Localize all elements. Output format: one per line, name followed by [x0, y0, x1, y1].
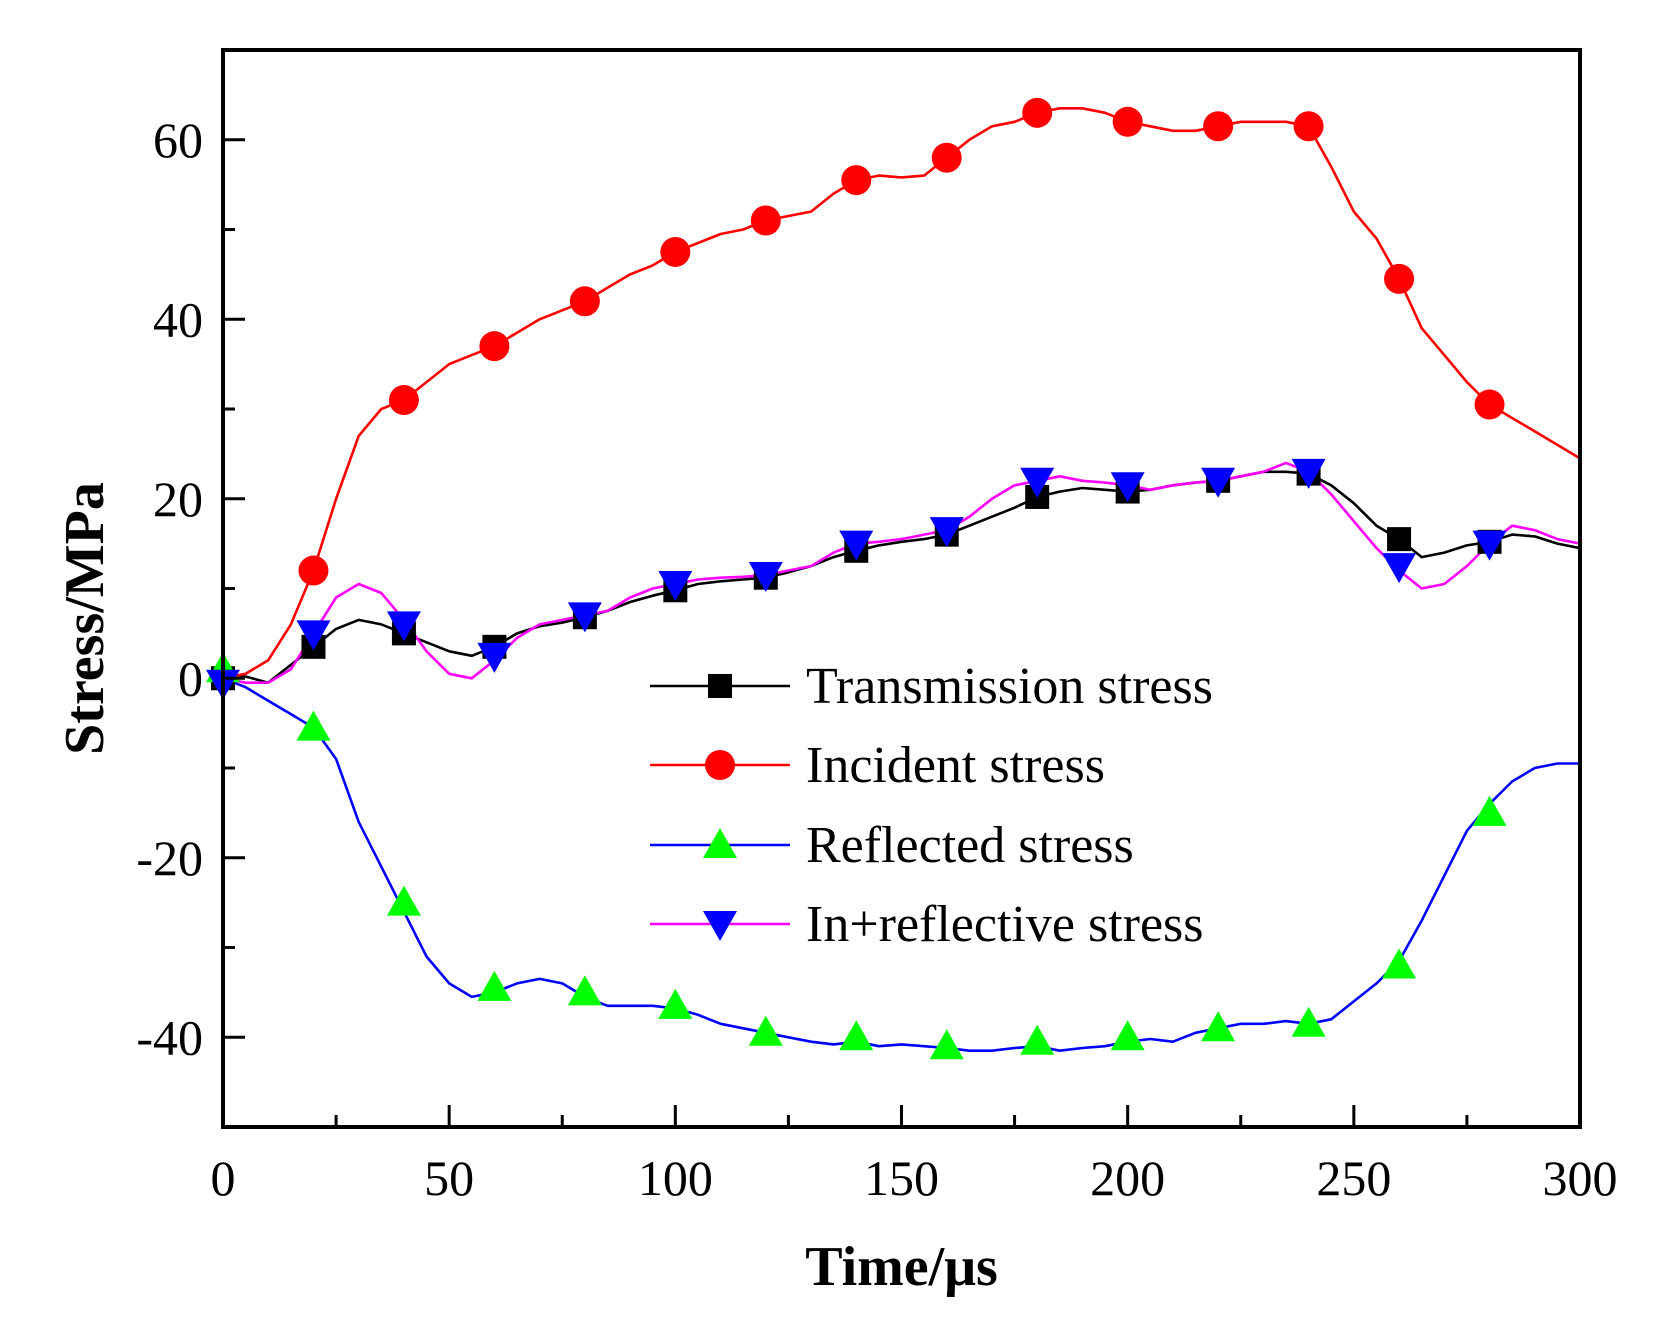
data-point-in-reflective [1020, 467, 1055, 498]
data-point-reflected [1382, 948, 1417, 979]
legend-label-in-reflective: In+reflective stress [806, 896, 1204, 953]
legend-marker-in-reflective [703, 911, 737, 941]
series-line-reflected [222, 677, 1580, 1052]
data-point-transmission [1387, 527, 1412, 552]
y-axis-title: Stress/MPa [54, 482, 116, 755]
data-point-incident [660, 236, 691, 267]
data-point-incident [298, 555, 329, 586]
data-point-in-reflective [477, 642, 512, 673]
data-point-incident [1112, 106, 1143, 137]
data-point-in-reflective [1291, 458, 1326, 489]
legend-entry-reflected: Reflected stress [650, 817, 1134, 874]
tick-marks [221, 138, 1582, 1127]
y-tick-label: 60 [153, 112, 203, 168]
x-tick-label: 50 [424, 1150, 474, 1206]
y-tick-label: -40 [136, 1009, 203, 1065]
legend-label-incident: Incident stress [806, 737, 1105, 794]
series-line-in-reflective [222, 461, 1581, 685]
x-tick-label: 0 [211, 1150, 236, 1206]
data-point-reflected [567, 975, 602, 1006]
data-point-in-reflective [296, 620, 331, 651]
data-point-reflected [839, 1020, 874, 1051]
data-point-incident [388, 385, 419, 416]
data-point-incident [841, 165, 872, 196]
tick-labels: 0 50 100 150 200 250 300 -40 -20 0 20 40 60 [136, 112, 1617, 1206]
x-tick-label: 150 [864, 1150, 939, 1206]
data-point-reflected [929, 1029, 964, 1060]
data-point-reflected [658, 988, 693, 1019]
x-tick-label: 100 [638, 1150, 713, 1206]
series-line-incident [222, 107, 1581, 680]
data-point-incident [479, 331, 510, 362]
legend-marker-incident [705, 750, 735, 780]
data-point-reflected [1472, 795, 1507, 826]
data-point-in-reflective [929, 517, 964, 548]
x-axis-title: Time/μs [805, 1236, 998, 1298]
legend-entry-transmission: Transmission stress [650, 658, 1213, 715]
data-point-incident [1384, 263, 1415, 294]
data-point-incident [1293, 111, 1324, 142]
data-point-reflected [1020, 1024, 1055, 1055]
legend-marker-transmission [708, 674, 732, 698]
data-point-in-reflective [1382, 553, 1417, 584]
data-point-in-reflective [1201, 467, 1236, 498]
legend-entry-in-reflective: In+reflective stress [650, 896, 1204, 953]
data-point-incident [750, 205, 781, 236]
data-point-in-reflective [1110, 472, 1145, 503]
data-point-reflected [748, 1015, 783, 1046]
data-point-in-reflective [1472, 530, 1507, 561]
data-point-in-reflective [386, 611, 421, 642]
data-point-in-reflective [839, 530, 874, 561]
data-point-reflected [1110, 1020, 1145, 1051]
data-point-incident [1022, 97, 1053, 128]
data-point-reflected [296, 710, 331, 741]
data-point-reflected [477, 970, 512, 1001]
data-point-in-reflective [658, 571, 693, 602]
legend-entry-incident: Incident stress [650, 737, 1105, 794]
y-tick-label: -20 [136, 830, 203, 886]
data-point-incident [569, 286, 600, 317]
data-point-reflected [1291, 1006, 1326, 1037]
data-point-incident [1474, 389, 1505, 420]
data-point-incident [931, 142, 962, 173]
legend-label-transmission: Transmission stress [806, 658, 1213, 715]
legend: Transmission stress Incident stress Refl… [650, 658, 1213, 953]
y-tick-label: 40 [153, 291, 203, 347]
y-tick-label: 0 [178, 650, 203, 706]
x-tick-label: 250 [1316, 1150, 1391, 1206]
x-tick-label: 200 [1090, 1150, 1165, 1206]
y-tick-label: 20 [153, 471, 203, 527]
series-lines [222, 107, 1581, 1052]
data-point-reflected [1201, 1011, 1236, 1042]
legend-label-reflected: Reflected stress [806, 817, 1134, 874]
data-point-in-reflective [748, 562, 783, 593]
data-point-reflected [386, 885, 421, 916]
data-point-in-reflective [567, 602, 602, 633]
x-tick-label: 300 [1543, 1150, 1618, 1206]
plot-frame [221, 48, 1582, 1129]
series-line-transmission [222, 470, 1581, 685]
data-point-incident [1203, 111, 1234, 142]
legend-marker-reflected [703, 828, 737, 858]
